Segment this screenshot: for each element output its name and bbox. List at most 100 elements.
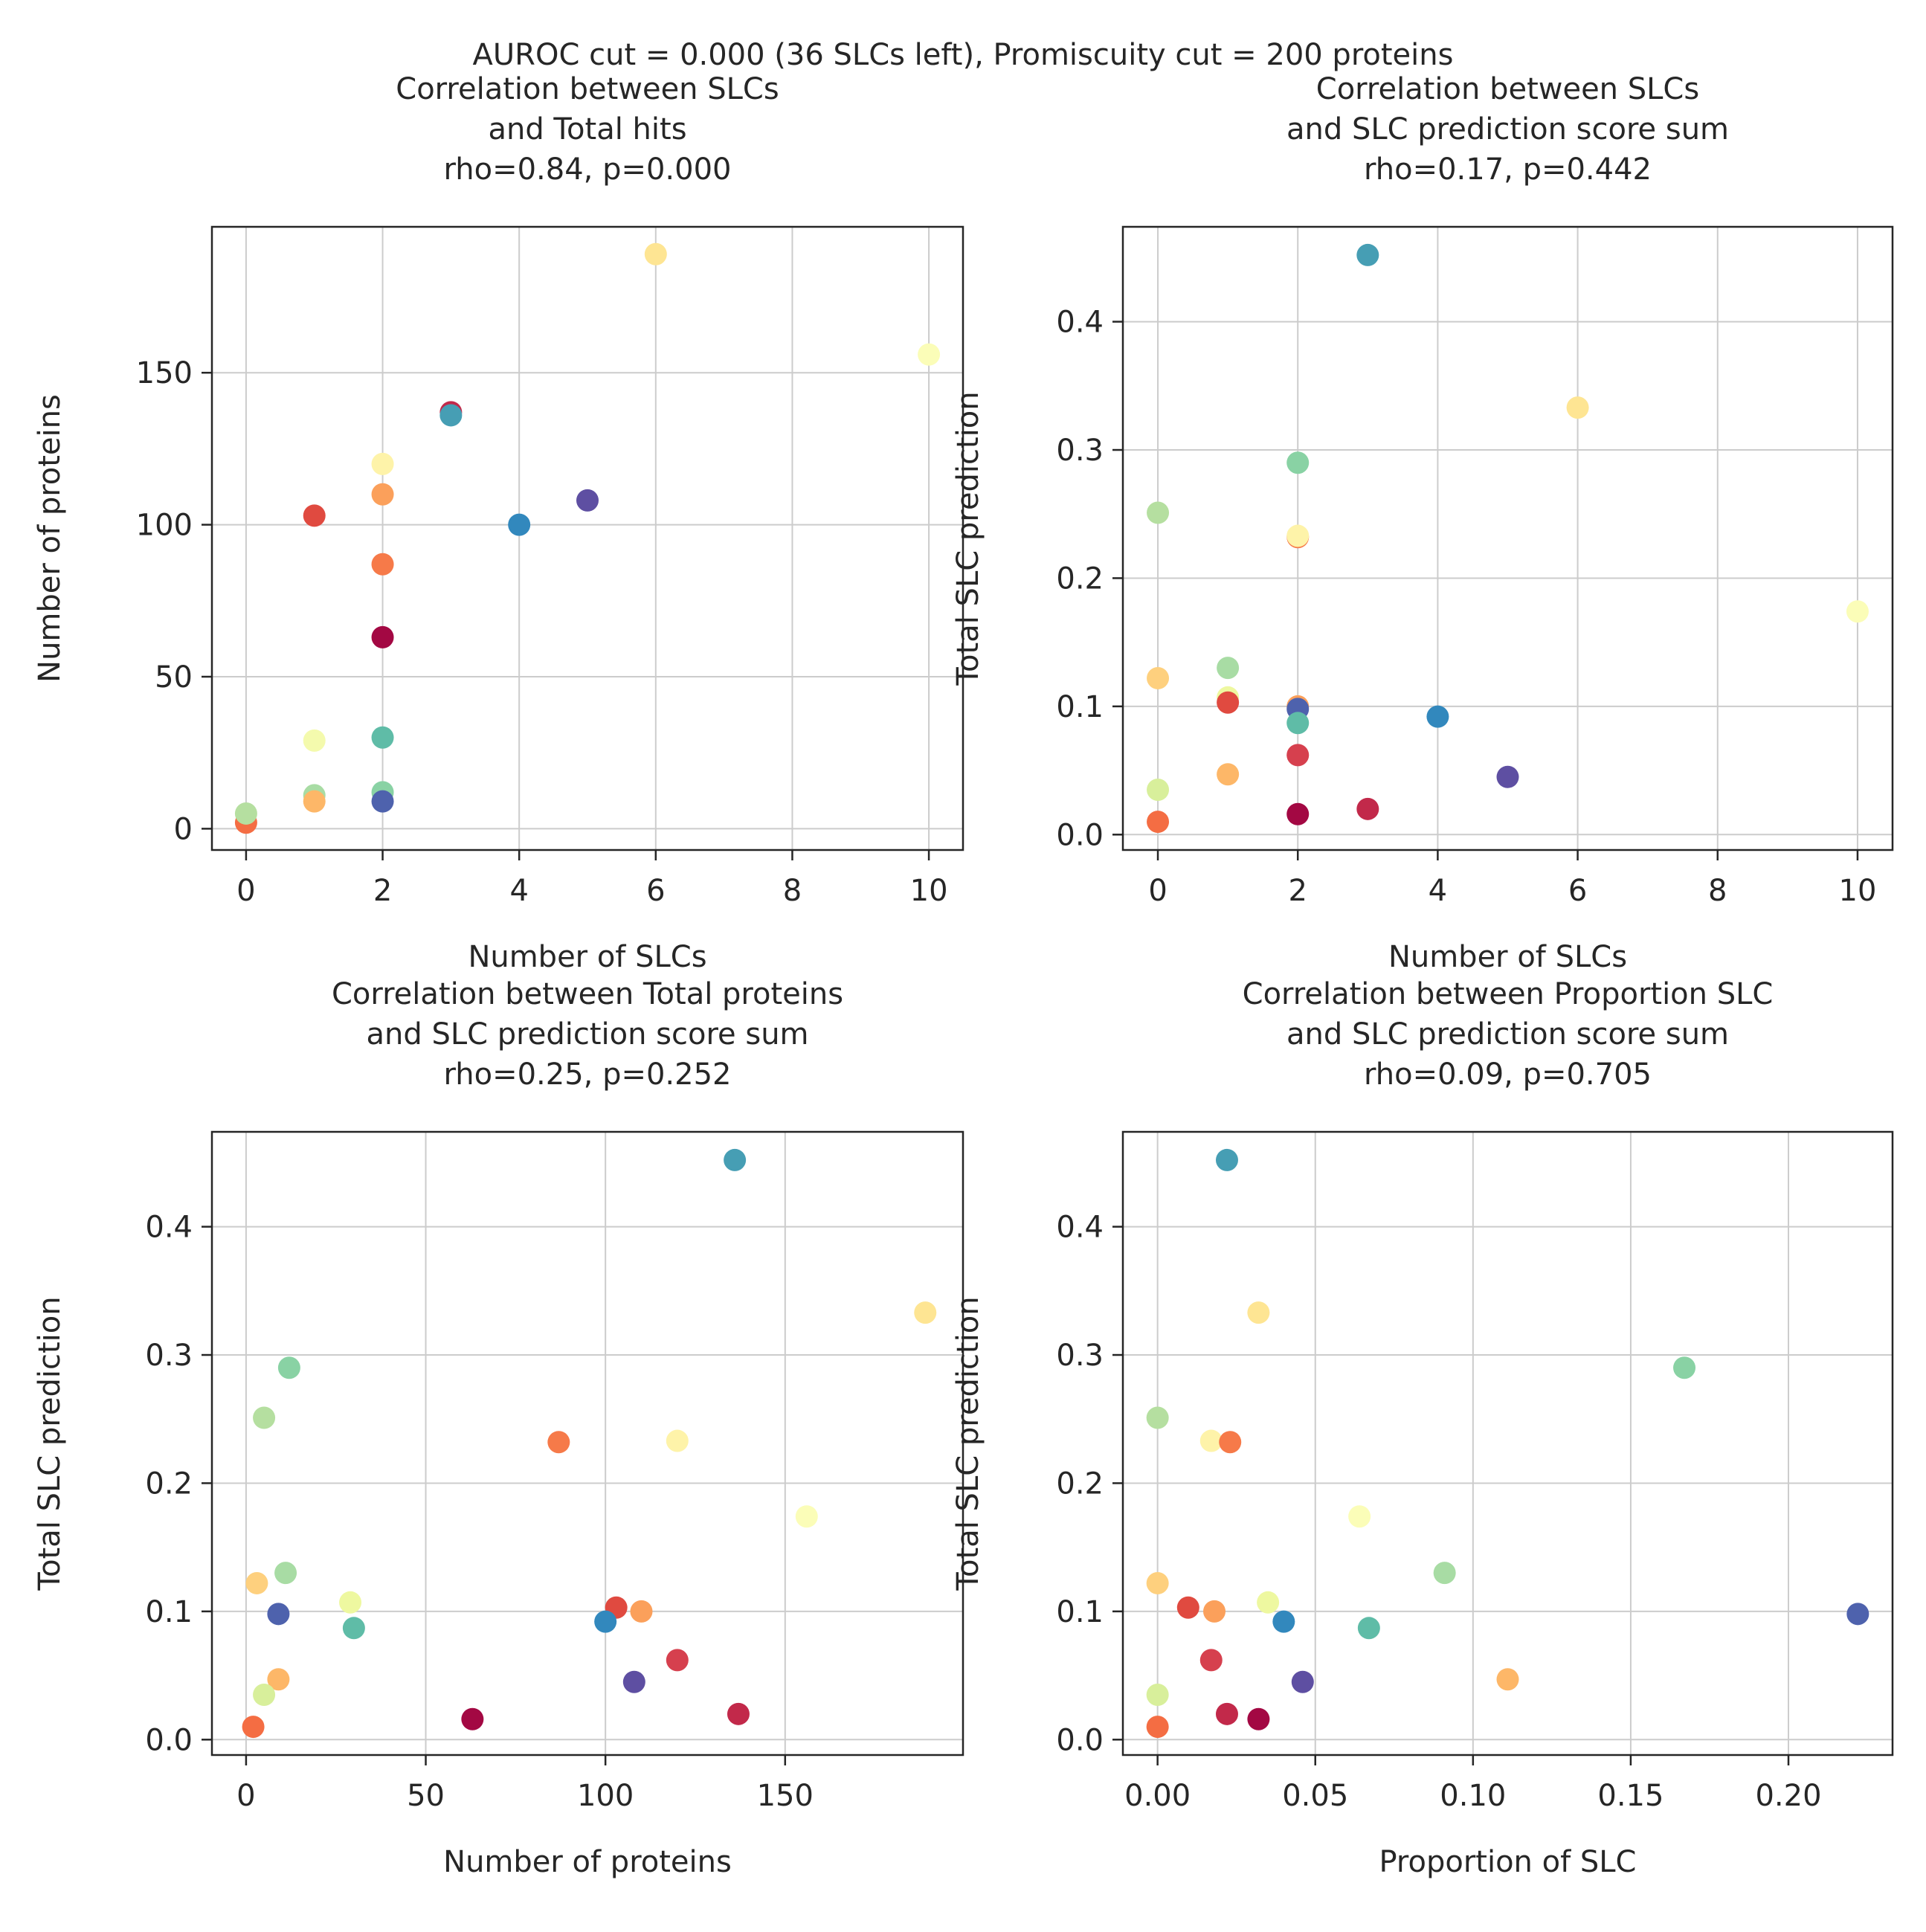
scatter-point <box>724 1148 747 1171</box>
x-tick-label: 10 <box>1839 874 1877 908</box>
scatter-point <box>439 404 463 427</box>
x-tick-label: 0.10 <box>1440 1779 1506 1813</box>
y-tick-label: 0.1 <box>1056 1595 1104 1629</box>
scatter-point <box>594 1610 617 1633</box>
y-tick-label: 0.2 <box>1056 561 1104 596</box>
panel-title-line: and SLC prediction score sum <box>366 1017 808 1052</box>
axes-frame <box>1121 225 1894 851</box>
y-tick-label: 150 <box>136 356 193 390</box>
scatter-point <box>1257 1591 1280 1614</box>
scatter-point <box>1286 744 1310 767</box>
panel-title-line: Correlation between SLCs <box>1316 72 1699 106</box>
y-axis-label: Number of proteins <box>33 394 67 683</box>
x-axis-label: Proportion of SLC <box>1379 1845 1637 1879</box>
scatter-point <box>371 483 394 506</box>
scatter-point <box>1673 1356 1696 1379</box>
scatter-point <box>1356 797 1379 820</box>
panel-title-line: and SLC prediction score sum <box>1286 1017 1729 1052</box>
axes-frame <box>1121 1130 1894 1756</box>
x-tick-label: 4 <box>1429 874 1447 908</box>
scatter-point <box>1348 1505 1371 1528</box>
scatter-point <box>1146 1683 1169 1706</box>
scatter-point <box>303 504 326 527</box>
y-axis-label: Total SLC prediction <box>951 1296 985 1591</box>
scatter-point <box>1217 657 1240 680</box>
scatter-point <box>1146 1571 1169 1594</box>
scatter-point <box>1566 396 1589 419</box>
scatter-point <box>1219 1431 1242 1454</box>
scatter-point <box>253 1683 276 1706</box>
scatter-point <box>371 452 394 475</box>
panel-3: 0 50 100 150 0.0 0.1 0.2 0.3 0.4 Number of protei… <box>33 977 964 1879</box>
scatter-point <box>1199 1649 1223 1672</box>
panel-4: 0.00 0.05 0.10 0.15 0.20 0.0 0.1 0.2 0.3 0.4 Propo… <box>951 977 1894 1879</box>
x-axis-label: Number of SLCs <box>468 940 706 974</box>
scatter-point <box>371 553 394 576</box>
panel-title-line: Correlation between Proportion SLC <box>1243 977 1774 1011</box>
scatter-point <box>371 790 394 813</box>
axes-frame <box>210 1130 964 1756</box>
y-tick-label: 0.4 <box>145 1211 193 1245</box>
scatter-point <box>508 513 531 536</box>
scatter-point <box>914 1301 937 1324</box>
scatter-point <box>576 489 599 512</box>
y-tick-label: 0.2 <box>1056 1466 1104 1501</box>
panel-title-line: Correlation between SLCs <box>396 72 779 106</box>
y-tick-label: 0.3 <box>1056 1339 1104 1373</box>
panel-title-line: rho=0.09, p=0.705 <box>1364 1057 1652 1092</box>
scatter-point <box>461 1707 484 1730</box>
scatter-point <box>1147 501 1170 524</box>
figure-suptitle: AUROC cut = 0.000 (36 SLCs left), Promis… <box>472 38 1454 72</box>
panel-title-line: rho=0.84, p=0.000 <box>444 152 732 187</box>
scatter-point <box>1217 691 1240 714</box>
scatter-point <box>1286 524 1310 547</box>
y-tick-label: 0.1 <box>145 1595 193 1629</box>
panel-2: 0 2 4 6 8 10 0.0 0.1 0.2 0.3 0.4 Number of SLCs Tota… <box>951 72 1894 974</box>
y-tick-label: 0.0 <box>145 1723 193 1757</box>
y-tick-label: 0.1 <box>1056 690 1104 724</box>
y-tick-label: 0.3 <box>1056 434 1104 468</box>
scatter-point <box>1286 712 1310 735</box>
scatter-point <box>1247 1707 1270 1730</box>
scatter-point <box>1286 451 1310 474</box>
x-tick-label: 100 <box>577 1779 634 1813</box>
x-tick-label: 6 <box>646 874 665 908</box>
scatter-point <box>245 1571 268 1594</box>
scatter-point <box>1146 1406 1169 1429</box>
x-tick-label: 0 <box>236 1779 255 1813</box>
scatter-point <box>727 1702 750 1725</box>
scatter-point <box>303 729 326 752</box>
scatter-point <box>1496 1668 1519 1691</box>
scatter-point <box>547 1431 570 1454</box>
y-tick-label: 0 <box>174 812 193 846</box>
y-tick-label: 0.3 <box>145 1339 193 1373</box>
scatter-point <box>1272 1610 1295 1633</box>
scatter-point <box>339 1591 362 1614</box>
scatter-point <box>1215 1148 1238 1171</box>
scatter-point <box>277 1356 300 1379</box>
scatter-point <box>1217 763 1240 786</box>
panel-title-line: rho=0.25, p=0.252 <box>444 1057 732 1092</box>
scatter-point <box>242 1716 265 1739</box>
scatter-point <box>371 726 394 749</box>
y-tick-label: 100 <box>136 509 193 543</box>
x-tick-label: 150 <box>757 1779 814 1813</box>
scatter-point <box>1147 666 1170 689</box>
y-axis-label: Total SLC prediction <box>951 391 985 686</box>
x-tick-label: 0 <box>1148 874 1167 908</box>
scatter-point <box>1846 600 1869 623</box>
scatter-point <box>274 1562 297 1585</box>
panel-title-line: Correlation between Total proteins <box>332 977 843 1011</box>
x-axis-label: Number of SLCs <box>1388 940 1627 974</box>
x-tick-label: 0.20 <box>1755 1779 1821 1813</box>
scatter-point <box>1146 1716 1169 1739</box>
y-tick-label: 0.4 <box>1056 306 1104 340</box>
x-tick-label: 8 <box>1708 874 1727 908</box>
scatter-point <box>918 343 941 366</box>
scatter-point <box>1147 811 1170 834</box>
scatter-point <box>1199 1429 1223 1452</box>
scatter-point <box>644 242 667 265</box>
y-tick-label: 0.0 <box>1056 818 1104 852</box>
scatter-point <box>1357 1617 1380 1640</box>
